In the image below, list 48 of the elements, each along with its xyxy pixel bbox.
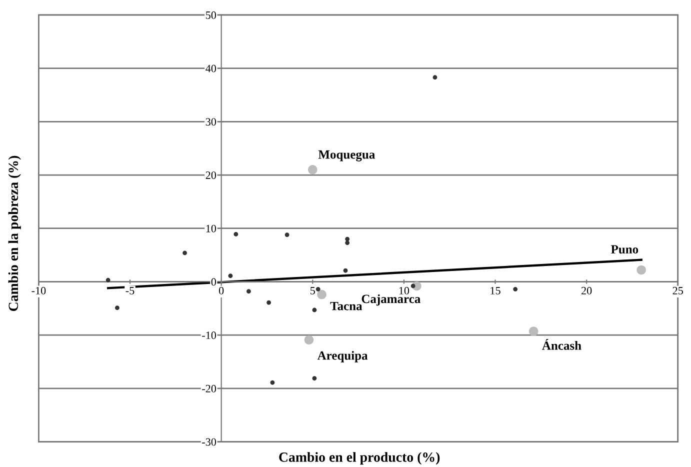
x-axis-title: Cambio en el producto (%) <box>279 452 440 465</box>
point <box>513 286 518 292</box>
point <box>636 265 646 275</box>
point <box>345 240 350 245</box>
annotation: Áncash <box>542 339 582 350</box>
y-tick-label: 10 <box>206 224 216 232</box>
point <box>284 232 290 237</box>
point <box>246 289 251 294</box>
x-tick-label: 10 <box>399 286 410 294</box>
x-tick-label: 5 <box>310 287 315 294</box>
x-tick-label: 25 <box>672 286 683 294</box>
point <box>266 300 271 305</box>
annotation: Moquegua <box>318 150 375 162</box>
point <box>106 278 110 282</box>
point <box>528 326 538 336</box>
y-tick-label: 0 <box>211 278 216 286</box>
point <box>345 236 350 242</box>
y-tick-label: -10 <box>202 332 216 340</box>
point <box>182 250 187 256</box>
x-tick-label: 0 <box>218 286 224 294</box>
x-tick-label: -5 <box>126 287 134 294</box>
x-tick-label: -10 <box>32 286 46 294</box>
point <box>316 286 320 292</box>
point <box>270 380 275 385</box>
point <box>304 335 314 345</box>
annotation: Tacna <box>330 302 362 310</box>
y-axis-title: Cambio en la pobreza (%) <box>8 156 21 312</box>
point <box>432 75 438 80</box>
point <box>308 165 318 174</box>
x-tick-label: 20 <box>581 286 592 294</box>
point <box>115 306 120 310</box>
y-tick-label: 50 <box>206 11 216 19</box>
point <box>317 290 326 300</box>
x-tick-label: 15 <box>490 286 500 294</box>
annotation: Arequipa <box>317 350 368 362</box>
point <box>410 284 416 288</box>
annotation: Puno <box>610 245 638 254</box>
y-tick-label: -30 <box>202 438 216 446</box>
point <box>312 308 317 312</box>
annotation: Cajamarca <box>362 294 420 306</box>
point <box>234 232 238 236</box>
y-tick-label: 20 <box>206 171 216 179</box>
y-tick-label: 40 <box>206 64 216 72</box>
y-tick-label: 30 <box>206 118 216 126</box>
point <box>343 268 348 273</box>
point <box>228 274 233 278</box>
y-tick-label: -20 <box>202 384 216 392</box>
point <box>312 376 317 380</box>
